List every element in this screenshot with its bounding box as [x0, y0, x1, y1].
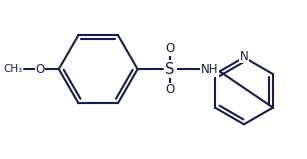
Text: NH: NH [201, 63, 218, 76]
Text: N: N [239, 50, 248, 63]
Text: O: O [35, 63, 45, 76]
Text: CH₃: CH₃ [3, 64, 22, 74]
Text: O: O [165, 83, 175, 96]
Text: O: O [165, 42, 175, 55]
Text: S: S [165, 62, 175, 77]
